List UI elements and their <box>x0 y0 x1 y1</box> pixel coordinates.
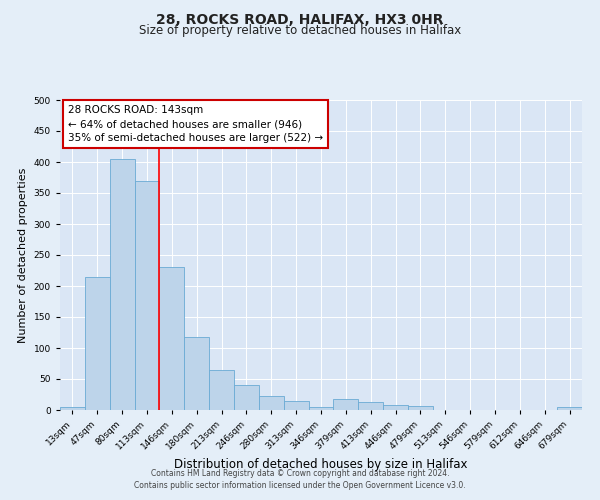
Bar <box>259 396 284 410</box>
Text: 28, ROCKS ROAD, HALIFAX, HX3 0HR: 28, ROCKS ROAD, HALIFAX, HX3 0HR <box>156 12 444 26</box>
Bar <box>134 180 160 410</box>
Text: 28 ROCKS ROAD: 143sqm
← 64% of detached houses are smaller (946)
35% of semi-det: 28 ROCKS ROAD: 143sqm ← 64% of detached … <box>68 104 323 144</box>
Bar <box>110 159 134 410</box>
Text: Size of property relative to detached houses in Halifax: Size of property relative to detached ho… <box>139 24 461 37</box>
Bar <box>284 400 308 410</box>
Bar <box>383 405 408 410</box>
Bar <box>209 370 234 410</box>
X-axis label: Distribution of detached houses by size in Halifax: Distribution of detached houses by size … <box>174 458 468 471</box>
Bar <box>160 268 184 410</box>
Bar <box>557 407 582 410</box>
Bar <box>334 399 358 410</box>
Text: Contains HM Land Registry data © Crown copyright and database right 2024.: Contains HM Land Registry data © Crown c… <box>151 468 449 477</box>
Bar <box>184 337 209 410</box>
Bar <box>308 407 334 410</box>
Bar <box>234 385 259 410</box>
Y-axis label: Number of detached properties: Number of detached properties <box>18 168 28 342</box>
Bar <box>85 276 110 410</box>
Text: Contains public sector information licensed under the Open Government Licence v3: Contains public sector information licen… <box>134 481 466 490</box>
Bar <box>60 407 85 410</box>
Bar <box>408 406 433 410</box>
Bar <box>358 402 383 410</box>
